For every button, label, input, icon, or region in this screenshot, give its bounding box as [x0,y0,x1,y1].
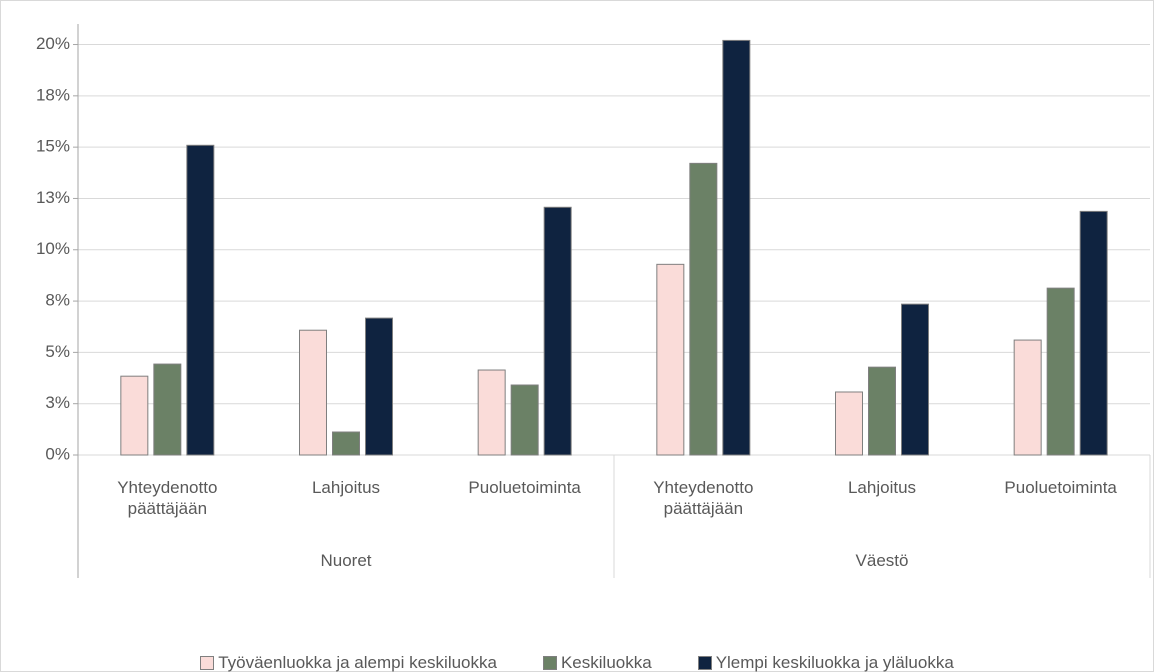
legend-swatch [200,655,215,670]
y-tick-label: 20% [36,34,70,53]
bar [299,329,327,456]
bar [153,363,182,456]
y-tick-label: 0% [45,444,70,463]
x-tick-label: Yhteydenotto päättäjään [653,478,754,518]
y-tick-label: 18% [36,85,70,104]
bar [901,303,929,456]
y-tick-label: 3% [45,393,70,412]
legend-label: Työväenluokka ja alempi keskiluokka [218,653,497,672]
bar [186,144,215,456]
legend-item: Keskiluokka [542,652,652,672]
x-tick-label: Puoluetoiminta [1004,478,1117,497]
bar [120,375,149,456]
bar [332,431,360,456]
y-tick-label: 5% [45,342,70,361]
legend-item: Ylempi keskiluokka ja yläluokka [697,652,954,672]
bar [510,384,539,456]
legend-swatch [697,655,712,670]
bar [365,317,393,456]
legend-swatch [542,655,557,670]
bar [1013,339,1042,456]
bar [543,206,572,456]
group-label: Nuoret [320,551,372,570]
x-tick-label: Yhteydenotto päättäjään [117,478,218,518]
group-label: Väestö [855,551,909,570]
y-tick-label: 8% [45,291,70,310]
x-tick-label: Lahjoitus [311,478,381,497]
bar [477,369,506,456]
bar [868,366,896,456]
y-tick-label: 10% [36,239,70,258]
x-tick-label: Puoluetoiminta [468,478,581,497]
bar [656,263,685,456]
legend-label: Ylempi keskiluokka ja yläluokka [715,653,954,672]
bar [1046,287,1075,456]
bar [1079,210,1108,456]
legend-item: Työväenluokka ja alempi keskiluokka [200,652,497,672]
y-tick-label: 15% [36,137,70,156]
legend-label: Keskiluokka [560,653,652,672]
bar [835,391,863,456]
bar [689,162,718,456]
legend: Työväenluokka ja alempi keskiluokka Keski… [0,652,1154,672]
x-tick-label: Lahjoitus [847,478,917,497]
bar [722,39,751,456]
y-tick-label: 13% [36,188,70,207]
